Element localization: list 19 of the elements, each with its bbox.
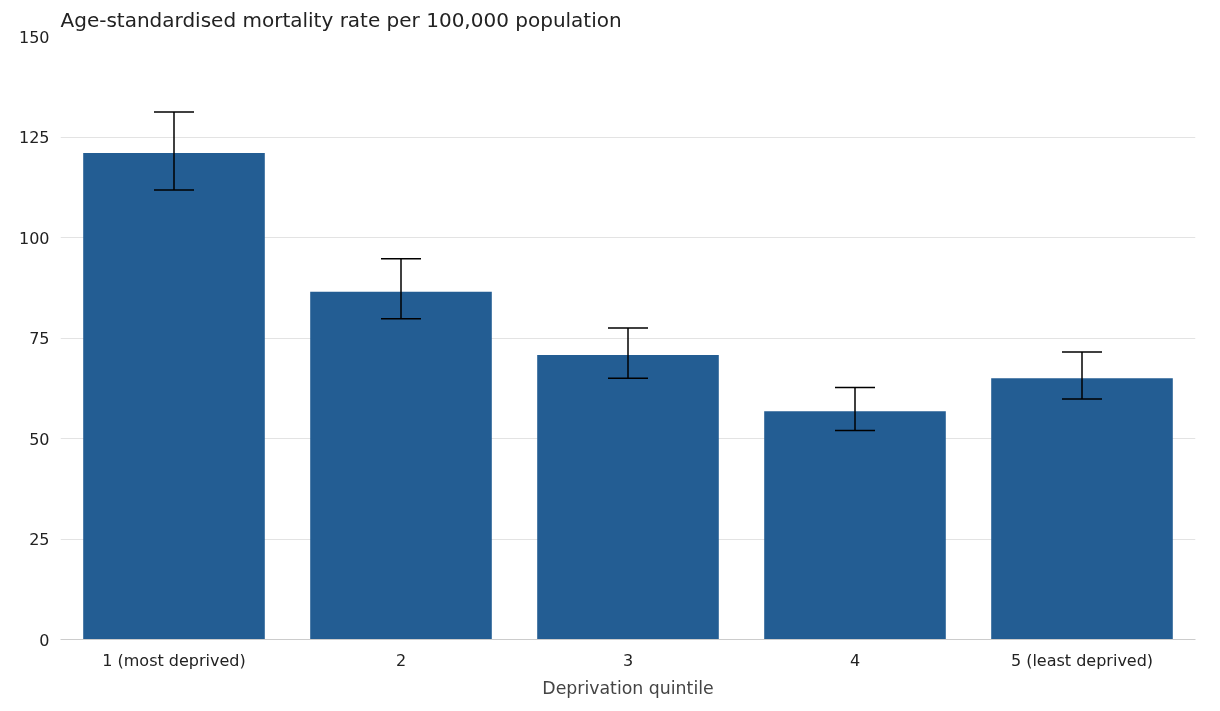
x-tick-label: 5 (least deprived) — [1010, 650, 1154, 670]
y-tick-label: 50 — [29, 429, 50, 449]
y-tick-label: 25 — [29, 530, 50, 549]
y-tick-label: 100 — [18, 228, 50, 248]
x-tick-label: 2 — [395, 650, 407, 670]
x-tick-label: 3 — [622, 650, 634, 670]
bar — [764, 411, 946, 640]
bar — [83, 153, 265, 640]
y-tick-label: 150 — [18, 27, 50, 47]
y-tick-label: 125 — [18, 128, 50, 147]
y-tick-label: 75 — [29, 329, 50, 348]
bar — [537, 354, 719, 640]
bar — [991, 378, 1173, 640]
x-tick-label: 1 (most deprived) — [102, 650, 246, 670]
x-axis-title: Deprivation quintile — [542, 677, 714, 698]
x-tick-label: 4 — [849, 650, 861, 670]
bar — [310, 291, 492, 640]
y-tick-label: 0 — [39, 630, 50, 650]
chart-title: Age-standardised mortality rate per 100,000 population — [60, 7, 622, 32]
